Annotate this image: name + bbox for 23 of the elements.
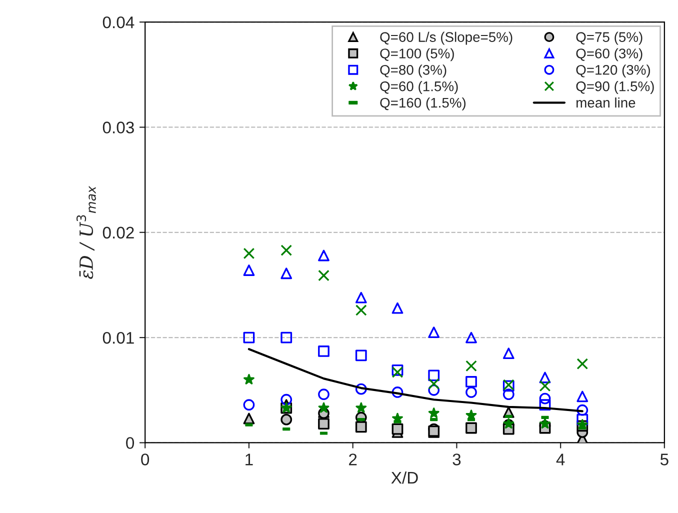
- legend-label: Q=60 L/s (Slope=5%): [380, 32, 512, 45]
- legend-label: Q=75 (5%): [576, 32, 642, 45]
- legend-label: Q=90 (1.5%): [576, 81, 654, 94]
- x-tick-label: 3: [452, 454, 461, 466]
- y-tick-label: 0.01: [102, 332, 134, 344]
- legend-label: Q=60 (1.5%): [380, 81, 458, 94]
- x-axis-title: X/D: [391, 471, 418, 484]
- y-tick-label: 0: [126, 437, 134, 449]
- y-axis-title: ε̄D / U$^{3}$$_{max}$: [76, 186, 96, 279]
- x-tick-label: 5: [660, 454, 668, 466]
- y-tick-label: 0.04: [102, 16, 134, 28]
- x-tick-label: 2: [349, 454, 357, 466]
- x-tick-label: 1: [246, 454, 253, 466]
- y-tick-label: 0.03: [102, 122, 134, 134]
- x-tick-label: 4: [556, 454, 565, 466]
- legend-label: Q=120 (3%): [576, 64, 650, 78]
- legend-label: mean line: [576, 97, 636, 108]
- legend-label: Q=80 (3%): [380, 64, 446, 78]
- legend-label: Q=160 (1.5%): [380, 97, 466, 110]
- legend-label: Q=100 (5%): [380, 48, 454, 62]
- x-tick-label: 0: [141, 454, 150, 466]
- legend-label: Q=60 (3%): [576, 48, 642, 62]
- y-tick-label: 0.02: [102, 226, 134, 239]
